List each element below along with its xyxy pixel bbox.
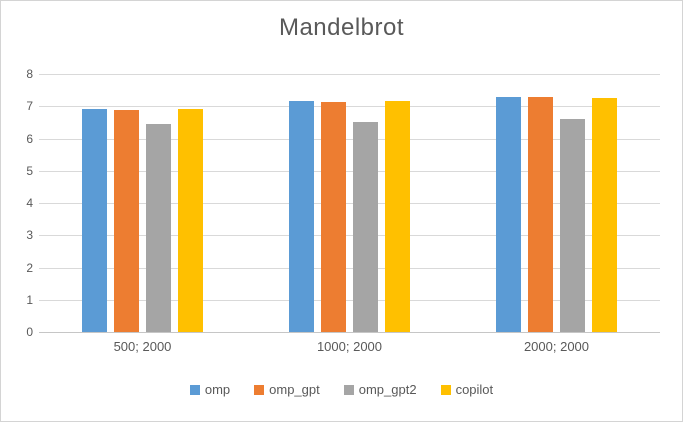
gridline-6 <box>39 138 660 140</box>
chart-title: Mandelbrot <box>278 14 405 41</box>
legend-swatch-icon <box>189 384 200 395</box>
gridline-1 <box>39 299 660 301</box>
bar-copilot-1 <box>385 101 410 332</box>
bar-omp_gpt-0 <box>114 110 139 332</box>
legend-label: omp <box>204 382 231 397</box>
legend-swatch-icon <box>440 384 451 395</box>
gridline-4 <box>39 203 660 204</box>
bar-group-2 <box>453 74 660 332</box>
bar-omp_gpt-2 <box>528 96 553 332</box>
y-tick-label-3: 3 <box>26 228 33 243</box>
gridline-7 <box>39 106 660 108</box>
bar-omp_gpt-1 <box>321 102 346 332</box>
bar-omp_gpt2-0 <box>146 124 171 332</box>
legend-label: omp_gpt <box>269 382 320 397</box>
legend-item-omp_gpt2: omp_gpt2 <box>343 382 417 397</box>
y-tick-label-0: 0 <box>26 325 33 339</box>
bar-group-1 <box>246 74 453 332</box>
y-tick-label-4: 4 <box>26 196 33 210</box>
x-axis-labels: 500; 2000 1000; 2000 2000; 2000 <box>39 339 660 354</box>
bar-omp-2 <box>496 97 521 332</box>
y-tick-label-5: 5 <box>26 163 33 178</box>
bar-copilot-0 <box>178 109 203 332</box>
legend-item-omp_gpt: omp_gpt <box>254 382 320 397</box>
plot-area <box>39 74 660 333</box>
bar-omp_gpt2-2 <box>560 119 585 332</box>
y-tick-label-8: 8 <box>26 67 33 81</box>
x-category-label-1: 1000; 2000 <box>316 339 383 354</box>
gridline-0 <box>39 332 660 333</box>
bar-group-0 <box>39 74 246 332</box>
x-category-label-0: 500; 2000 <box>113 339 172 354</box>
legend-item-omp: omp <box>189 382 231 397</box>
bar-groups-layer <box>39 74 660 332</box>
y-tick-label-1: 1 <box>26 292 33 307</box>
legend: omp omp_gpt omp_gpt2 copilot <box>1 382 682 397</box>
bar-copilot-2 <box>592 97 617 332</box>
bar-omp-0 <box>82 109 107 332</box>
bar-omp_gpt2-1 <box>353 122 378 332</box>
legend-label: copilot <box>455 382 494 397</box>
legend-label: omp_gpt2 <box>358 382 417 397</box>
gridline-3 <box>39 235 660 237</box>
legend-item-copilot: copilot <box>440 382 494 397</box>
legend-swatch-icon <box>343 384 354 395</box>
legend-swatch-icon <box>254 384 265 395</box>
y-tick-label-6: 6 <box>26 131 33 146</box>
y-tick-label-2: 2 <box>26 260 33 275</box>
bar-omp-1 <box>289 101 314 332</box>
gridline-5 <box>39 170 660 172</box>
x-category-label-2: 2000; 2000 <box>523 339 590 354</box>
y-tick-label-7: 7 <box>26 99 33 114</box>
gridline-8 <box>39 74 660 75</box>
gridline-2 <box>39 267 660 269</box>
